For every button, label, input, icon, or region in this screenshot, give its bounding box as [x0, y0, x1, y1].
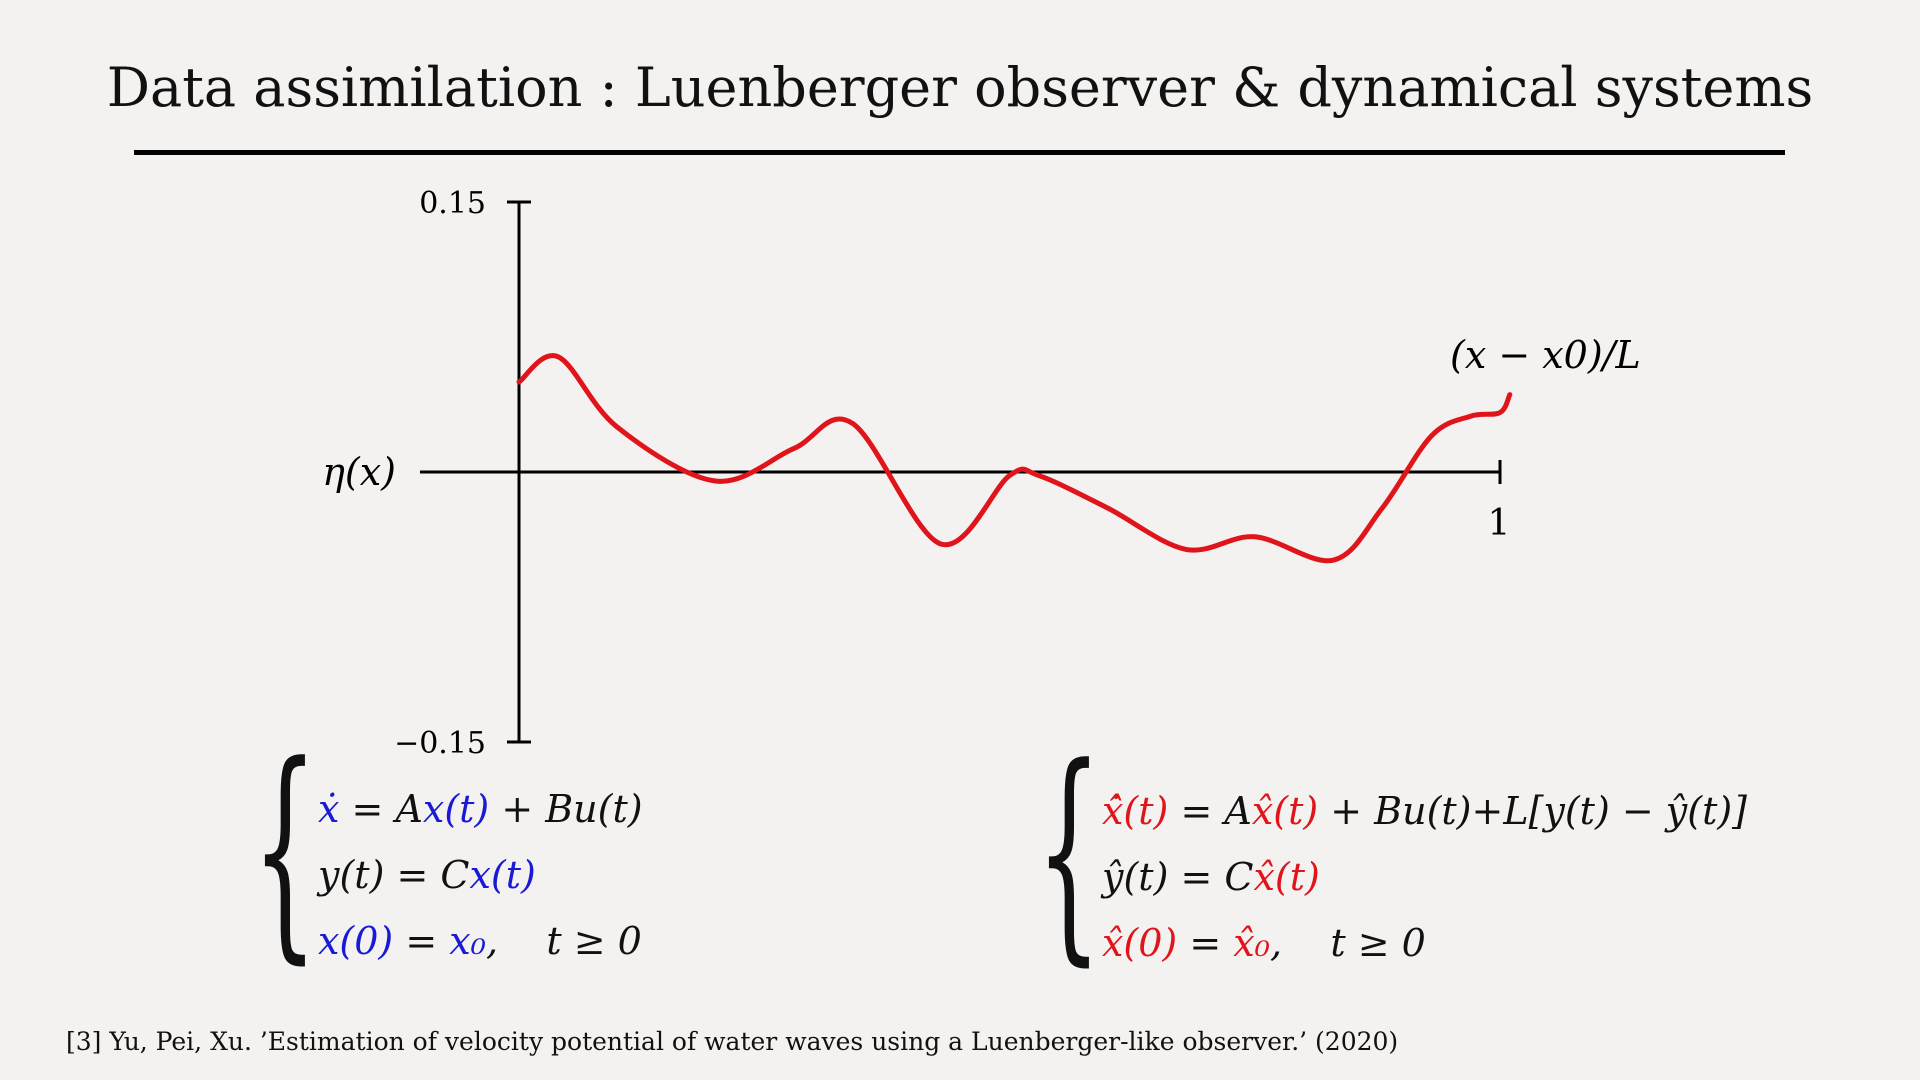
right-brace: { [1036, 719, 1102, 986]
y-tick-label-top: 0.15 [419, 186, 486, 221]
x-axis-label: (x − x0)/L [1450, 333, 1641, 377]
y-axis-label: η(x) [322, 450, 396, 494]
wave-line [516, 353, 1513, 564]
initial-condition: x(0) = x₀, t ≥ 0 [318, 919, 642, 963]
output-equation: y(t) = Cx(t) [318, 853, 536, 897]
state-equation: ẋ = Ax(t) + Bu(t) [318, 787, 643, 831]
y-tick-label-bottom: −0.15 [394, 726, 486, 761]
observer-initial-condition: x̂(0) = x̂₀, t ≥ 0 [1102, 921, 1426, 965]
slide-title: Data assimilation : Luenberger observer … [106, 56, 1814, 119]
observer-state-equation: x̂̇(t) = Ax̂(t) + Bu(t)+L[y(t) − ŷ(t)] [1102, 789, 1747, 833]
left-brace: { [252, 717, 318, 984]
x-tick-label-end: 1 [1488, 503, 1511, 544]
citation-footnote: [3] Yu, Pei, Xu. ’Estimation of velocity… [66, 1027, 1399, 1056]
title-divider [134, 150, 1785, 155]
observer-output-equation: ŷ(t) = Cx̂(t) [1102, 855, 1320, 899]
